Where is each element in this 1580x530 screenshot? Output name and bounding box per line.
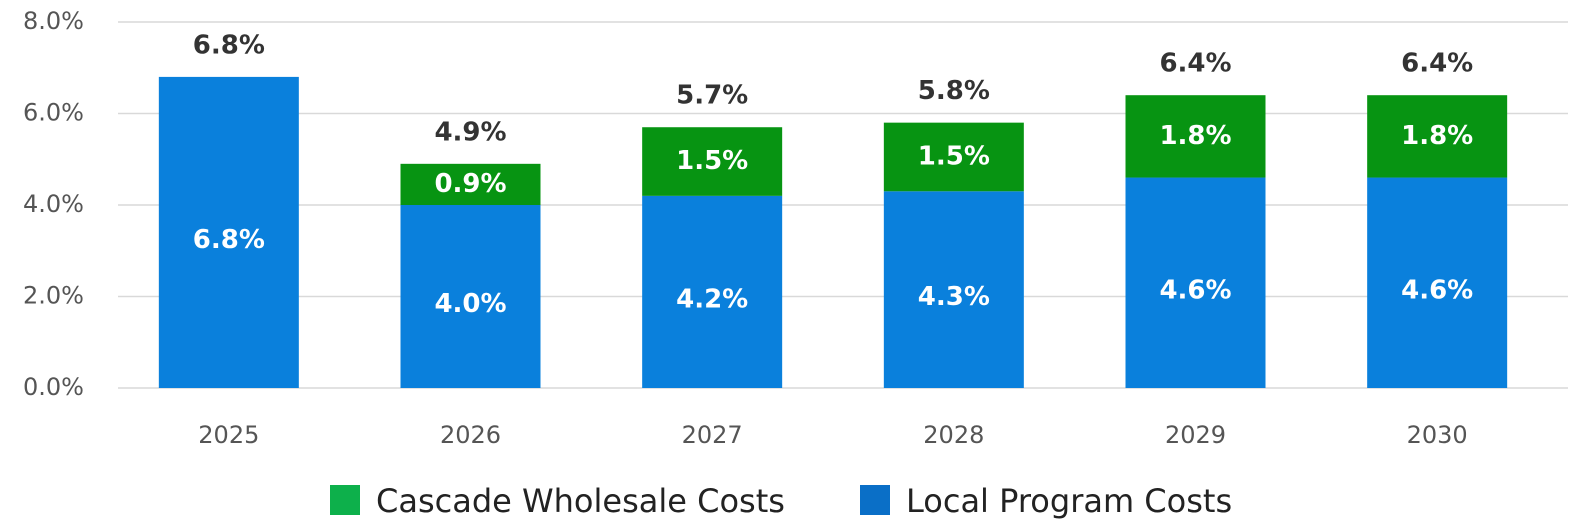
legend-swatch [330,485,360,515]
bar-segment [883,191,1024,388]
bar-segment [158,76,299,389]
x-tick-label: 2026 [440,421,501,449]
bar-segment [400,163,541,205]
data-label: 1.8% [1401,121,1473,151]
data-label: 6.8% [193,225,265,255]
total-label: 6.4% [1159,49,1231,79]
total-label: 5.8% [918,76,990,106]
bar-segment [883,122,1024,192]
bar-segment [1367,95,1508,178]
total-label: 4.9% [434,117,506,147]
y-tick-label: 6.0% [23,99,84,127]
x-tick-label: 2028 [923,421,984,449]
x-tick-label: 2025 [198,421,259,449]
bar-segment [1125,95,1266,178]
data-label: 4.0% [434,289,506,319]
x-tick-label: 2027 [682,421,743,449]
bar-segment [400,205,541,388]
x-tick-label: 2030 [1407,421,1468,449]
y-tick-label: 0.0% [23,373,84,401]
bar-segment [642,127,783,196]
data-label: 4.2% [676,284,748,314]
data-label: 4.3% [918,282,990,312]
legend-swatch [860,485,890,515]
data-label: 1.8% [1159,121,1231,151]
total-label: 6.4% [1401,49,1473,79]
data-label: 4.6% [1159,275,1231,305]
y-tick-label: 8.0% [23,7,84,35]
bar-segment [642,195,783,388]
legend-label: Local Program Costs [906,482,1232,520]
data-label: 4.6% [1401,275,1473,305]
y-tick-label: 2.0% [23,282,84,310]
total-label: 6.8% [193,30,265,60]
total-label: 5.7% [676,81,748,111]
data-label: 1.5% [918,141,990,171]
bar-segment [1125,177,1266,388]
data-label: 1.5% [676,146,748,176]
legend-label: Cascade Wholesale Costs [376,482,785,520]
bar-segment [1367,177,1508,388]
x-tick-label: 2029 [1165,421,1226,449]
y-tick-label: 4.0% [23,190,84,218]
data-label: 0.9% [434,169,506,199]
